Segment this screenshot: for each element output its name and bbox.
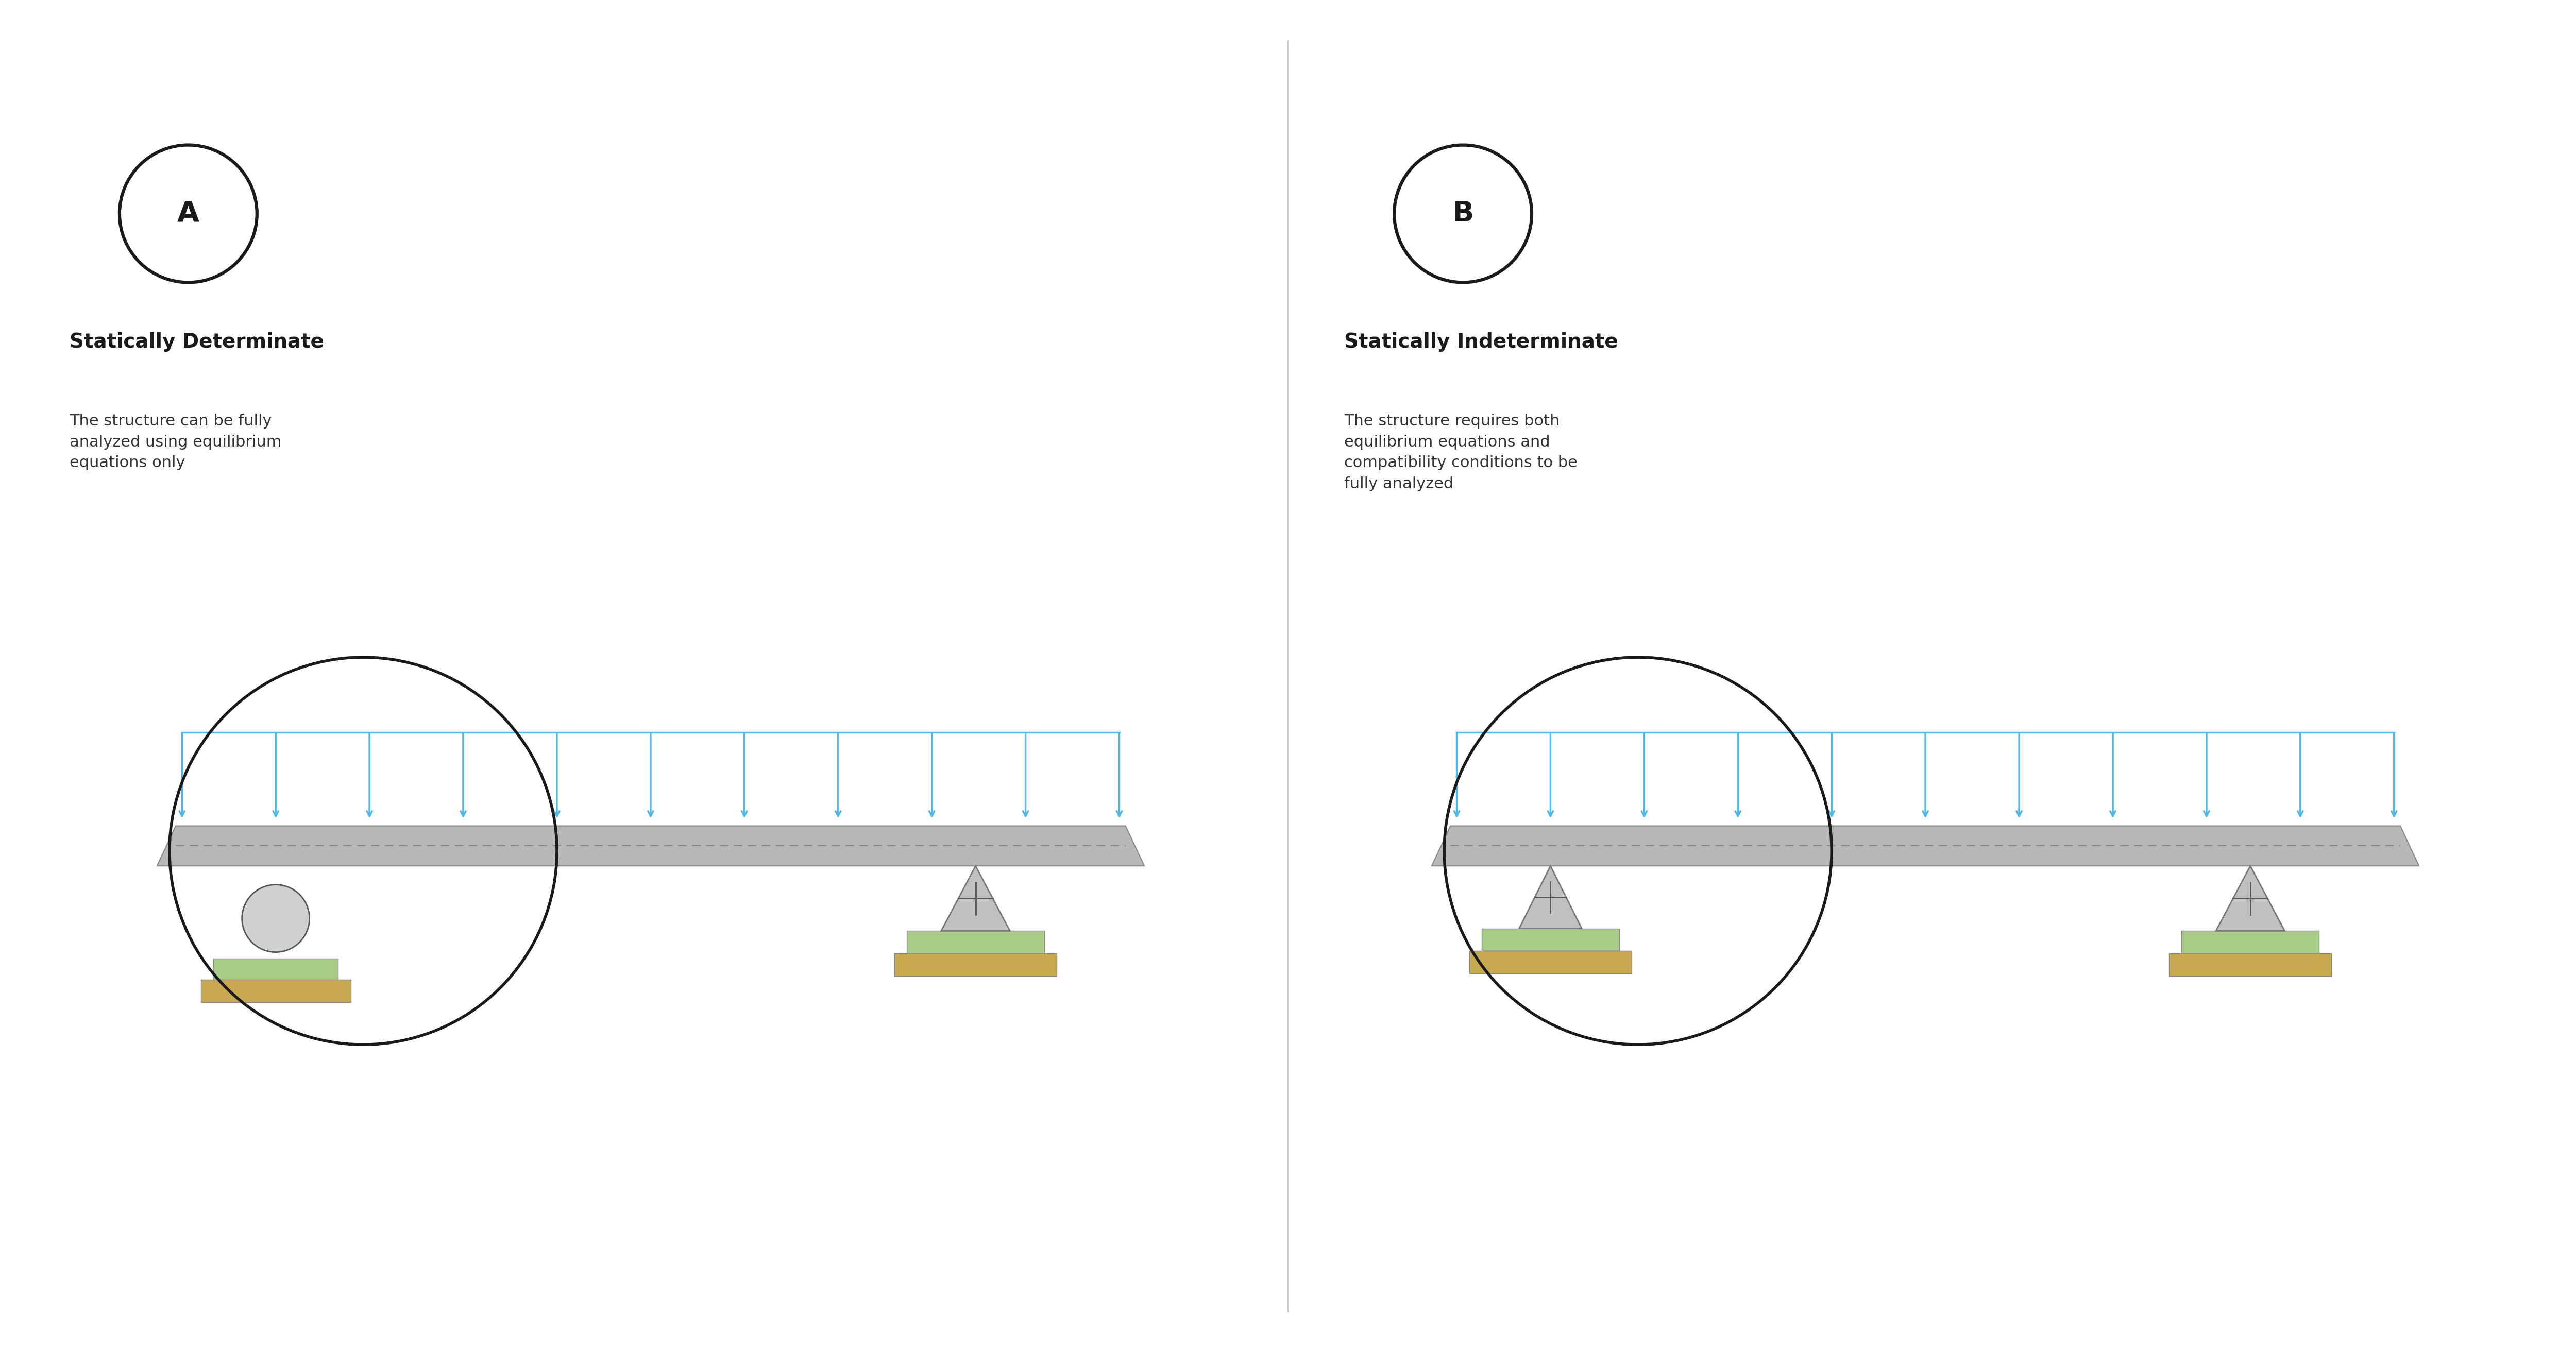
Circle shape	[242, 884, 309, 952]
FancyBboxPatch shape	[907, 932, 1043, 953]
FancyBboxPatch shape	[201, 980, 350, 1002]
Text: The structure can be fully
analyzed using equilibrium
equations only: The structure can be fully analyzed usin…	[70, 414, 281, 470]
Polygon shape	[2215, 865, 2285, 932]
FancyBboxPatch shape	[214, 959, 337, 980]
Polygon shape	[940, 865, 1010, 932]
Text: The structure requires both
equilibrium equations and
compatibility conditions t: The structure requires both equilibrium …	[1345, 414, 1577, 491]
Text: B: B	[1453, 200, 1473, 227]
Polygon shape	[1520, 865, 1582, 929]
Text: A: A	[178, 200, 198, 227]
Text: Statically Determinate: Statically Determinate	[70, 333, 325, 352]
Text: Statically Indeterminate: Statically Indeterminate	[1345, 333, 1618, 352]
FancyBboxPatch shape	[2182, 932, 2318, 953]
Polygon shape	[1432, 826, 2419, 865]
FancyBboxPatch shape	[1468, 950, 1631, 973]
FancyBboxPatch shape	[894, 953, 1056, 976]
FancyBboxPatch shape	[1481, 929, 1620, 950]
FancyBboxPatch shape	[2169, 953, 2331, 976]
Polygon shape	[157, 826, 1144, 865]
